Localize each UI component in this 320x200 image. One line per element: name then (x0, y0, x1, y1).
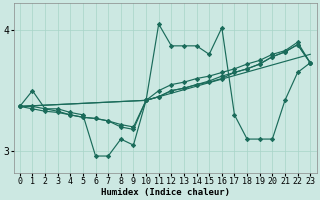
X-axis label: Humidex (Indice chaleur): Humidex (Indice chaleur) (100, 188, 229, 197)
